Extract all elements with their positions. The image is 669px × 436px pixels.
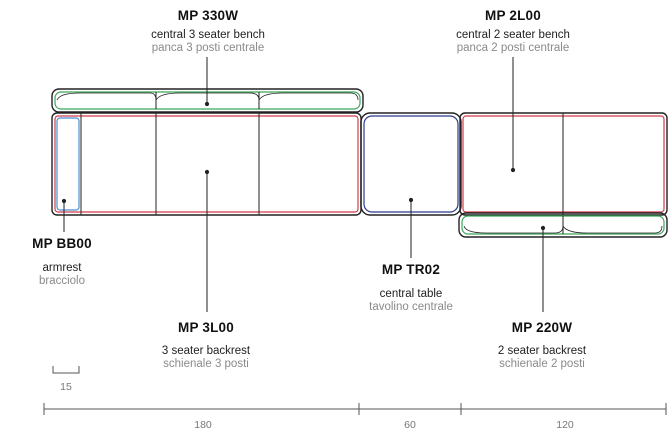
- backrest-2-seater-shape: [458, 212, 668, 238]
- central-table-code: MP TR02: [381, 262, 441, 277]
- armrest-shape: [56, 117, 80, 211]
- backrest-3-seater-code: MP 3L00: [178, 320, 234, 335]
- dimension-line: [43, 403, 667, 415]
- leader-lines: [61, 57, 546, 312]
- backrest-2-seater-name-en: 2 seater backrest: [497, 344, 587, 357]
- bench-2-seater-name-it: panca 2 posti centrale: [456, 41, 570, 54]
- armrest-code: MP BB00: [32, 236, 92, 251]
- bench-2-seater-name-en: central 2 seater bench: [456, 28, 570, 41]
- bench-2-seater-label: MP 2L00 central 2 seater bench panca 2 p…: [456, 8, 570, 55]
- bench-3-seater-name-it: panca 3 posti centrale: [151, 41, 265, 54]
- backrest-3-seater-name-it: schienale 3 posti: [163, 357, 249, 370]
- scale-label: 15: [60, 381, 72, 393]
- central-table-label: MP TR02 central table tavolino centrale: [369, 262, 453, 314]
- backrest-2-seater-name-it: schienale 2 posti: [499, 357, 585, 370]
- backrest-2-seater-code: MP 220W: [511, 320, 573, 335]
- armrest-name-it: bracciolo: [38, 274, 86, 287]
- armrest-name-en: armrest: [42, 261, 82, 274]
- bench-3-seater-label: MP 330W central 3 seater bench panca 3 p…: [151, 8, 265, 55]
- bench-3-seater-name-en: central 3 seater bench: [151, 28, 265, 41]
- dimension-label-3: 120: [556, 419, 574, 431]
- bench-3-seater-code: MP 330W: [177, 8, 239, 23]
- central-table-name-en: central table: [379, 287, 443, 300]
- backrest-3-seater-label: MP 3L00 3 seater backrest schienale 3 po…: [162, 320, 250, 371]
- central-table-name-it: tavolino centrale: [369, 300, 453, 313]
- bench-2-seater-code: MP 2L00: [485, 8, 541, 23]
- dimension-label-2: 60: [404, 419, 416, 431]
- scale-marker: [52, 366, 80, 374]
- bench-2-seater-shape: [459, 112, 668, 216]
- armrest-label: MP BB00 armrest bracciolo: [32, 236, 92, 288]
- backrest-3-seater-name-en: 3 seater backrest: [161, 344, 251, 357]
- dimension-label-1: 180: [194, 419, 212, 431]
- backrest-2-seater-label: MP 220W 2 seater backrest schienale 2 po…: [498, 320, 586, 371]
